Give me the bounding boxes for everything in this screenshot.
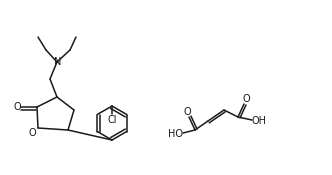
Text: O: O bbox=[242, 94, 250, 104]
Text: O: O bbox=[183, 107, 191, 117]
Text: O: O bbox=[28, 128, 36, 138]
Text: HO: HO bbox=[169, 129, 184, 139]
Text: OH: OH bbox=[252, 116, 267, 126]
Text: Cl: Cl bbox=[107, 115, 117, 125]
Text: N: N bbox=[54, 57, 62, 67]
Text: O: O bbox=[13, 102, 21, 112]
